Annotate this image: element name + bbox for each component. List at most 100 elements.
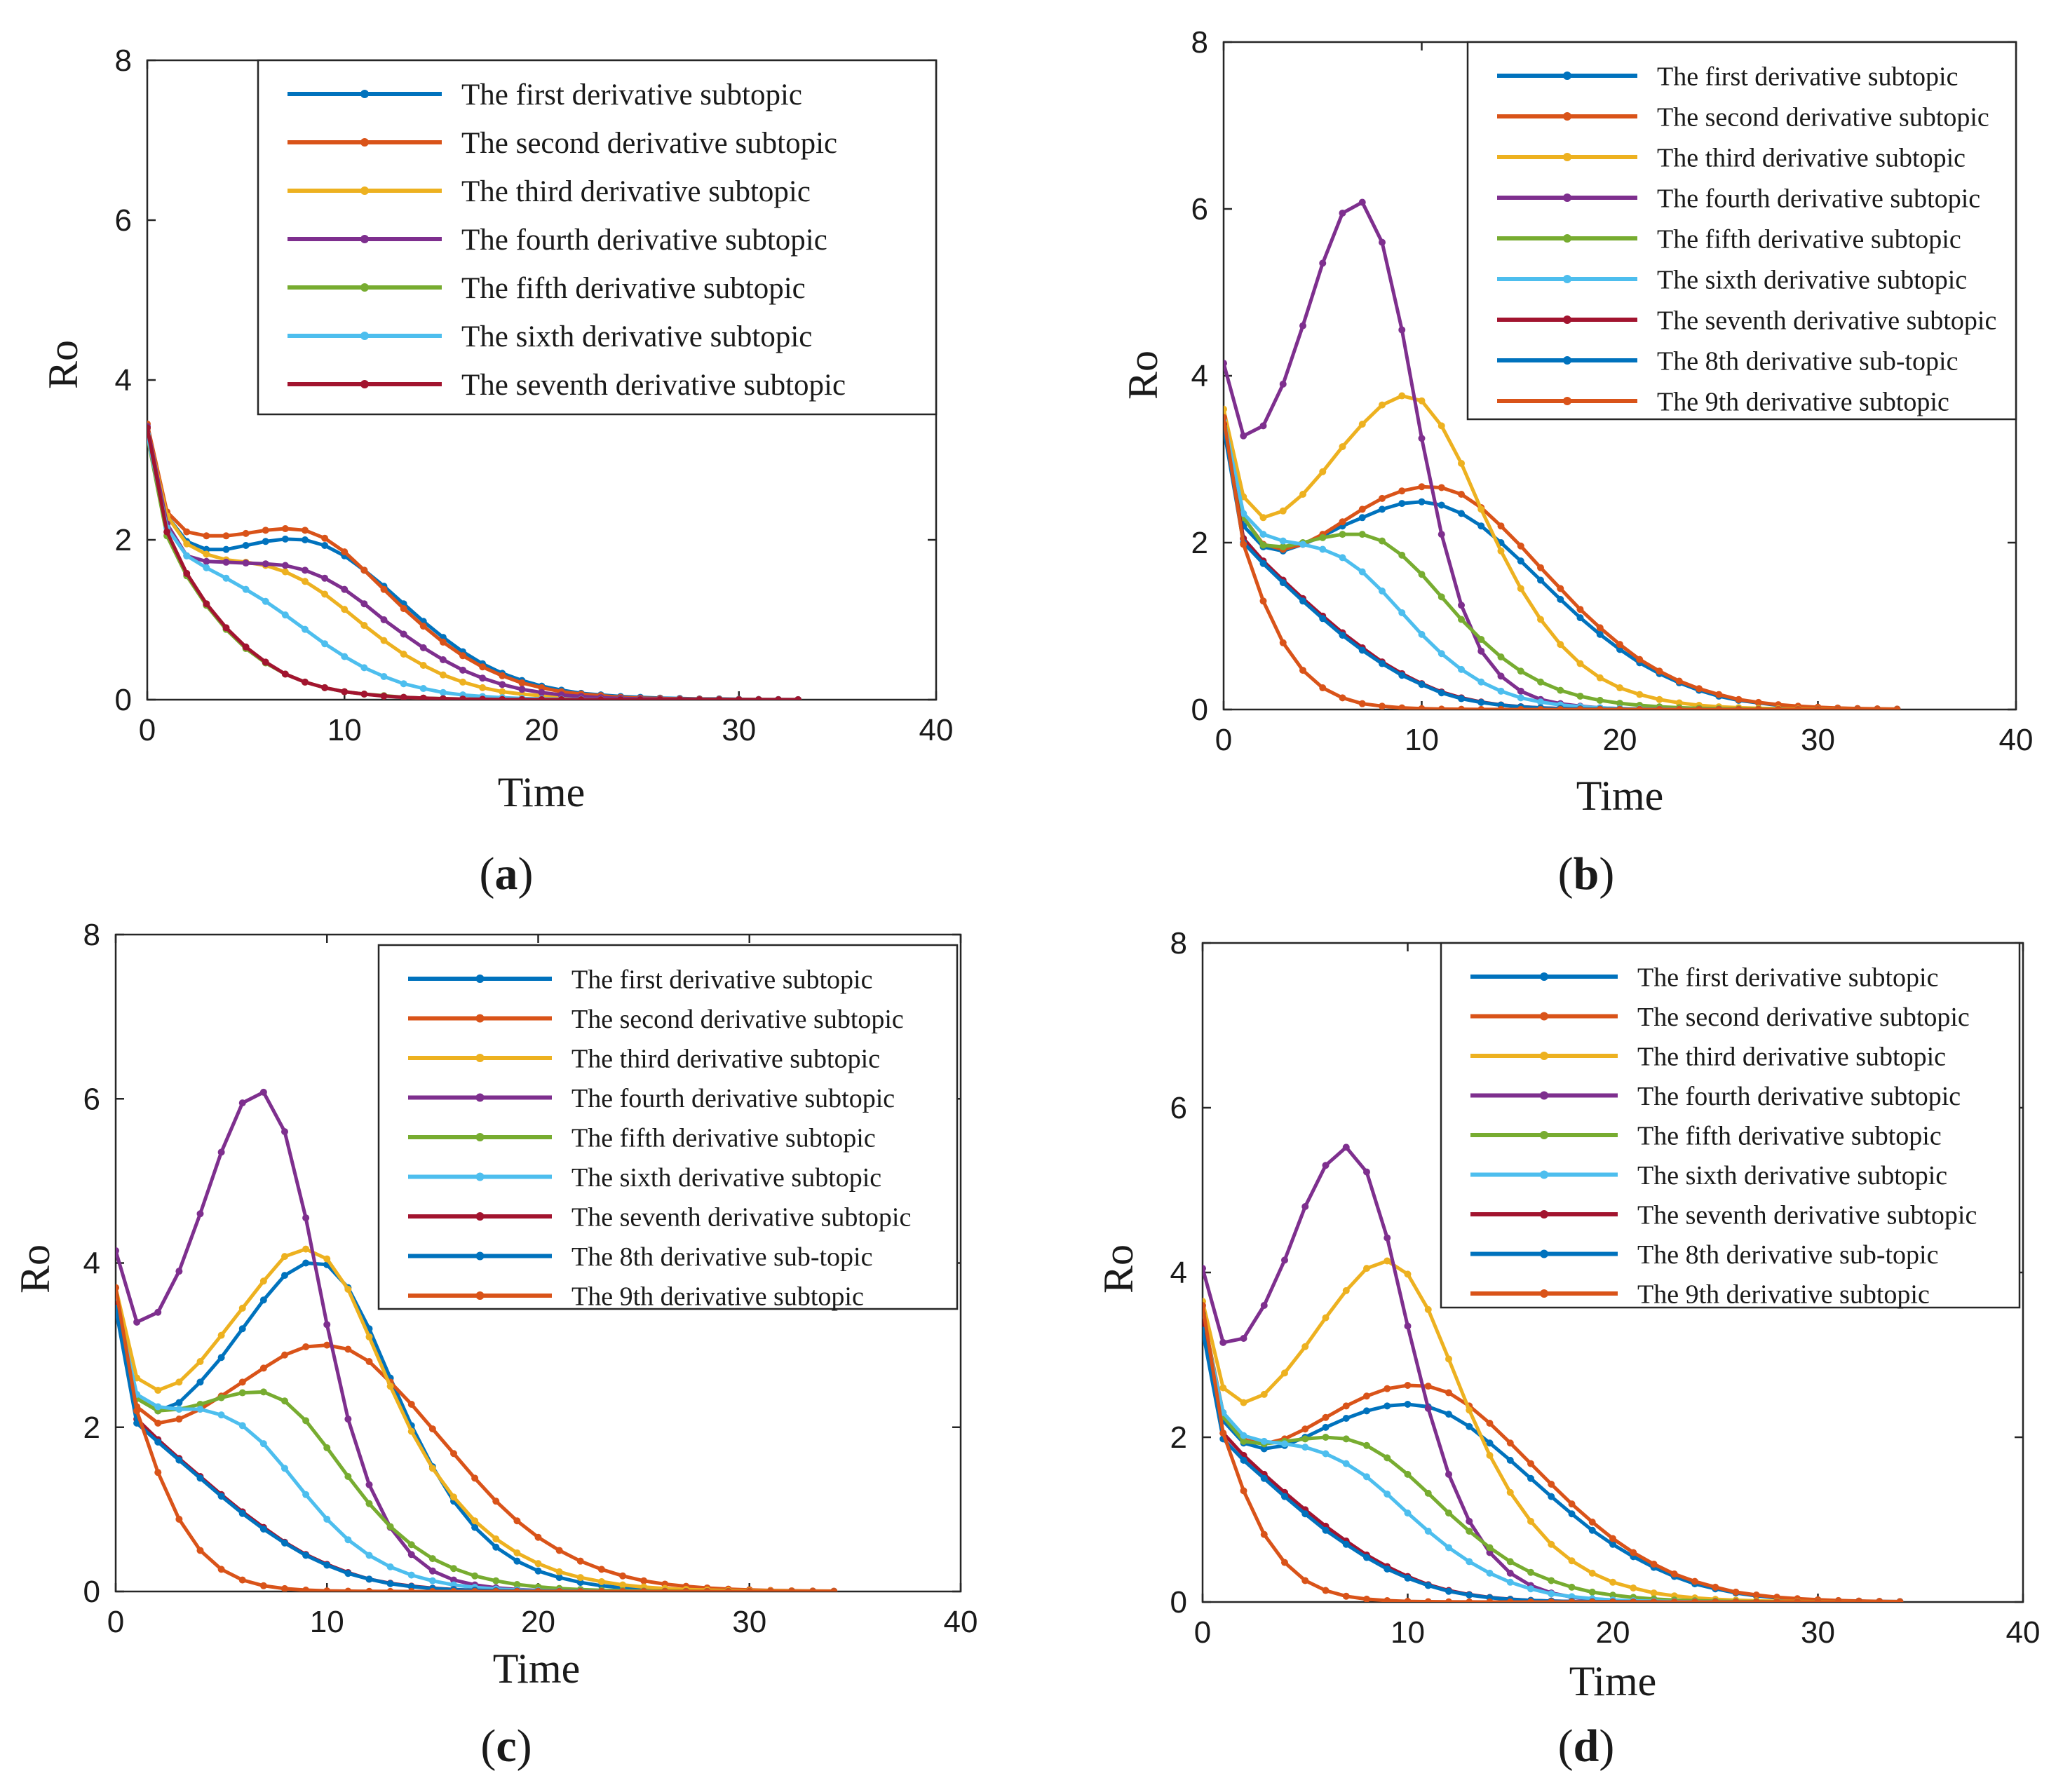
legend-box bbox=[1466, 41, 2017, 421]
data-point bbox=[321, 574, 329, 582]
data-point bbox=[1527, 1568, 1534, 1576]
data-point bbox=[1497, 653, 1505, 661]
legend-swatch-marker bbox=[475, 1054, 485, 1062]
data-point bbox=[1259, 531, 1267, 538]
data-point bbox=[1814, 706, 1822, 710]
data-point bbox=[203, 600, 210, 608]
data-point bbox=[755, 696, 762, 700]
series-line bbox=[1203, 1325, 1900, 1602]
data-point bbox=[619, 1572, 626, 1580]
data-point bbox=[1281, 1493, 1288, 1500]
data-point bbox=[1548, 1480, 1555, 1488]
data-point bbox=[1404, 1598, 1412, 1602]
data-point bbox=[341, 653, 349, 660]
data-point bbox=[386, 1580, 394, 1587]
series-5 bbox=[1224, 414, 1901, 710]
legend-entry: The 9th derivative subtopic bbox=[1637, 1279, 1930, 1309]
series-2 bbox=[116, 1292, 838, 1591]
data-point bbox=[1240, 1437, 1247, 1445]
data-point bbox=[518, 679, 526, 687]
data-point bbox=[619, 1588, 626, 1591]
data-point bbox=[163, 528, 171, 536]
y-tick-label: 8 bbox=[1191, 25, 1208, 60]
data-point bbox=[1568, 1500, 1576, 1508]
data-point bbox=[262, 527, 269, 534]
legend-swatch-marker bbox=[475, 975, 485, 983]
data-point bbox=[1260, 1302, 1268, 1309]
x-tick-label: 0 bbox=[1215, 723, 1232, 757]
x-tick-label: 0 bbox=[1194, 1615, 1211, 1650]
data-point bbox=[1568, 1598, 1576, 1602]
data-point bbox=[557, 695, 565, 700]
data-point bbox=[1715, 691, 1723, 698]
data-point bbox=[1363, 1168, 1370, 1176]
data-point bbox=[1506, 1439, 1514, 1447]
data-point bbox=[1438, 650, 1445, 658]
data-point bbox=[428, 1577, 436, 1584]
legend-entry: The fourth derivative subtopic bbox=[461, 224, 827, 257]
data-point bbox=[1301, 1577, 1309, 1584]
legend-swatch-marker bbox=[360, 138, 369, 147]
data-point bbox=[380, 637, 388, 644]
data-point bbox=[1477, 678, 1485, 686]
data-point bbox=[1322, 1587, 1330, 1594]
series-7 bbox=[116, 1301, 838, 1591]
legend-entry: The 9th derivative subtopic bbox=[1657, 387, 1949, 416]
data-point bbox=[745, 1588, 753, 1591]
data-point bbox=[1506, 1578, 1514, 1586]
data-point bbox=[217, 1566, 225, 1573]
data-point bbox=[1404, 1509, 1412, 1517]
data-point bbox=[1445, 1389, 1452, 1397]
data-point bbox=[281, 1272, 288, 1279]
data-point bbox=[1260, 1390, 1268, 1398]
data-point bbox=[1527, 1517, 1534, 1525]
legend-entry: The fourth derivative subtopic bbox=[1657, 184, 1980, 213]
data-point bbox=[1322, 1450, 1330, 1458]
data-point bbox=[1527, 1474, 1534, 1482]
data-point bbox=[222, 558, 230, 566]
data-point bbox=[196, 1358, 204, 1366]
data-point bbox=[428, 1567, 436, 1575]
y-tick-label: 2 bbox=[83, 1411, 100, 1445]
data-point bbox=[1477, 636, 1485, 644]
data-point bbox=[1379, 494, 1386, 502]
data-point bbox=[1418, 483, 1426, 491]
legend-swatch-marker bbox=[360, 283, 369, 292]
data-point bbox=[407, 1588, 415, 1591]
legend-swatch-marker bbox=[1540, 972, 1548, 981]
series-line bbox=[1203, 1313, 1900, 1602]
series-line bbox=[116, 1295, 834, 1591]
data-point bbox=[1424, 1305, 1432, 1313]
data-point bbox=[217, 1411, 225, 1419]
data-point bbox=[1224, 360, 1227, 367]
data-point bbox=[222, 624, 230, 632]
series-line bbox=[1224, 419, 1897, 710]
data-point bbox=[262, 658, 269, 666]
data-point bbox=[1301, 1425, 1309, 1433]
data-point bbox=[323, 1515, 331, 1523]
data-point bbox=[217, 1148, 225, 1156]
legend-swatch-marker bbox=[1540, 1012, 1548, 1021]
data-point bbox=[1458, 665, 1465, 673]
data-point bbox=[576, 1579, 584, 1587]
data-point bbox=[407, 1400, 415, 1408]
data-point bbox=[479, 674, 487, 682]
data-point bbox=[1874, 706, 1881, 710]
data-point bbox=[1379, 505, 1386, 513]
data-point bbox=[1322, 1423, 1330, 1431]
x-tick-label: 20 bbox=[1603, 723, 1637, 757]
data-point bbox=[1517, 687, 1524, 695]
panel-label: (a) bbox=[480, 848, 534, 900]
legend-entry: The 8th derivative sub-topic bbox=[1657, 346, 1959, 376]
data-point bbox=[696, 696, 703, 700]
y-tick-label: 8 bbox=[115, 43, 132, 78]
data-point bbox=[344, 1345, 352, 1353]
series-line bbox=[1203, 1329, 1900, 1602]
data-point bbox=[1438, 422, 1445, 430]
chart-panel-c: 0 10 20 30 40 0 2 4 6 8 Time Ro The first derivative… bbox=[12, 918, 977, 1772]
y-tick-label: 4 bbox=[115, 363, 132, 398]
data-point bbox=[1497, 705, 1505, 710]
data-point bbox=[1616, 641, 1623, 649]
data-point bbox=[1675, 706, 1683, 710]
